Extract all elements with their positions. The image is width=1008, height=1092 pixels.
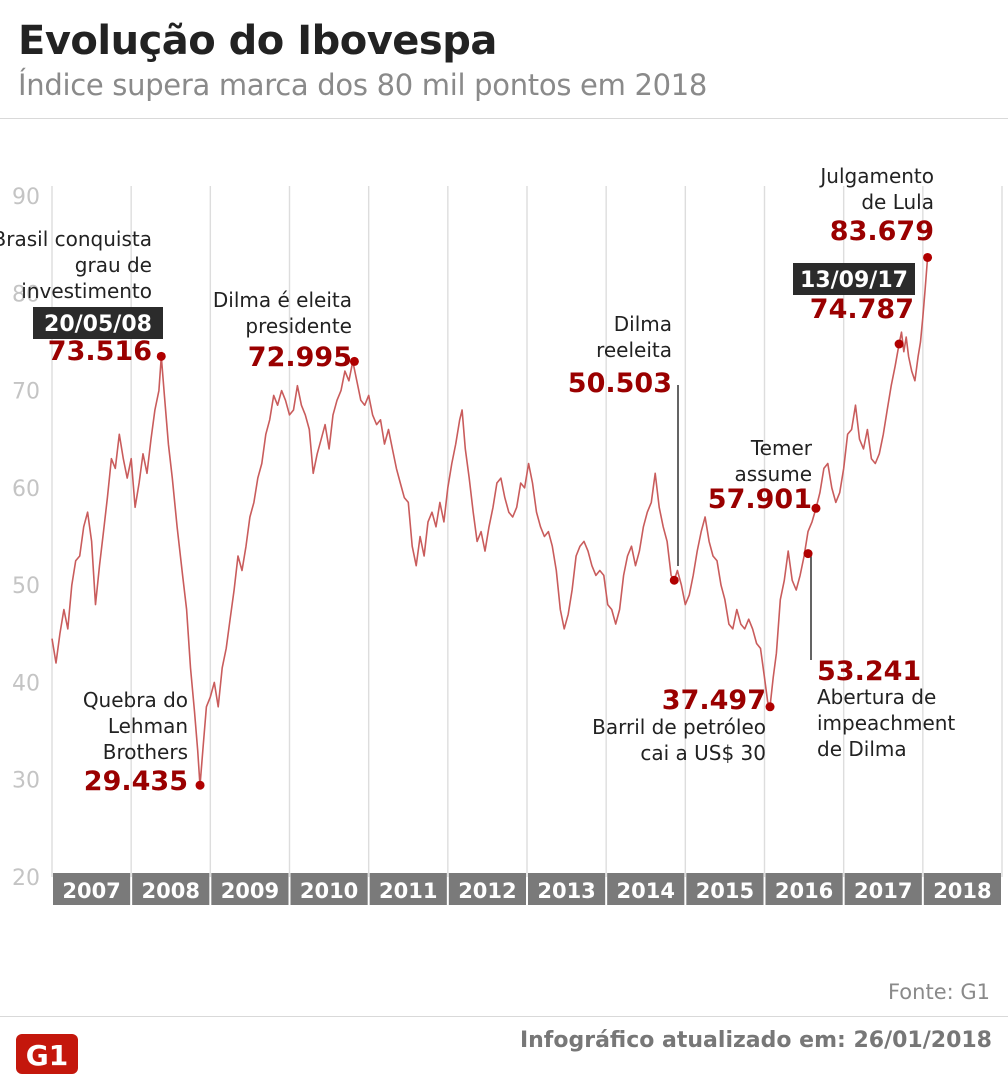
- annotation-value: 53.241: [817, 656, 921, 687]
- x-tick-label: 2009: [221, 879, 279, 903]
- y-tick-label: 20: [12, 866, 40, 891]
- annotation-label: presidente: [245, 314, 352, 338]
- annotation-label: impeachment: [817, 711, 955, 735]
- g1-logo: G1: [16, 1034, 78, 1074]
- year-band: [211, 873, 289, 905]
- annotation-label: Brasil conquista: [0, 227, 152, 251]
- year-band: [448, 873, 526, 905]
- year-band: [528, 873, 606, 905]
- y-tick-label: 70: [12, 380, 40, 405]
- annotation-marker: [156, 351, 166, 361]
- annotation-label: Brothers: [103, 740, 188, 764]
- annotation-label: de Dilma: [817, 737, 907, 761]
- y-tick-label: 60: [12, 477, 40, 502]
- annotation-label: Quebra do: [83, 688, 188, 712]
- y-tick-label: 80: [12, 282, 40, 307]
- annotation-label: grau de: [75, 253, 152, 277]
- annotation-marker: [894, 339, 904, 349]
- annotation-label: de Lula: [861, 190, 934, 214]
- annotation-label: Dilma: [614, 312, 672, 336]
- annotation-label: Barril de petróleo: [592, 715, 766, 739]
- x-tick-label: 2010: [300, 879, 358, 903]
- y-tick-label: 30: [12, 769, 40, 794]
- annotation-label: reeleita: [596, 338, 672, 362]
- year-band: [369, 873, 447, 905]
- source-label: Fonte: G1: [887, 980, 990, 1004]
- chart-title: Evolução do Ibovespa: [18, 18, 497, 64]
- annotation-date: 13/09/17: [800, 268, 908, 293]
- logo-text: G1: [26, 1039, 68, 1072]
- annotation-value: 37.497: [662, 685, 766, 716]
- x-tick-label: 2016: [775, 879, 833, 903]
- x-tick-label: 2011: [379, 879, 437, 903]
- y-tick-label: 50: [12, 574, 40, 599]
- annotation-value: 73.516: [48, 336, 152, 367]
- chart-subtitle: Índice supera marca dos 80 mil pontos em…: [18, 68, 708, 102]
- x-tick-label: 2018: [933, 879, 991, 903]
- annotation-value: 72.995: [248, 342, 352, 373]
- date-box: [33, 307, 163, 339]
- year-band: [53, 873, 131, 905]
- annotation-value: 57.901: [708, 484, 812, 515]
- x-tick-label: 2012: [458, 879, 516, 903]
- year-band: [844, 873, 922, 905]
- header-divider: [0, 118, 1008, 119]
- x-tick-label: 2015: [696, 879, 754, 903]
- x-tick-label: 2014: [617, 879, 675, 903]
- year-band: [607, 873, 685, 905]
- y-tick-label: 40: [12, 671, 40, 696]
- year-band: [923, 873, 1001, 905]
- updated-note: Infográfico atualizado em: 26/01/2018: [519, 1028, 992, 1053]
- year-band: [132, 873, 210, 905]
- x-tick-label: 2008: [142, 879, 200, 903]
- annotation-label: Dilma é eleita: [213, 288, 352, 312]
- annotation-value: 50.503: [568, 368, 672, 399]
- annotation-label: investimento: [21, 279, 152, 303]
- annotation-label: Temer: [750, 436, 813, 460]
- date-box: [793, 263, 915, 295]
- annotation-label: Lehman: [108, 714, 188, 738]
- annotation-date: 20/05/08: [44, 312, 152, 337]
- year-band: [290, 873, 368, 905]
- year-band: [765, 873, 843, 905]
- footer-divider: [0, 1016, 1008, 1017]
- annotation-label: Julgamento: [818, 164, 934, 188]
- annotation-marker: [349, 356, 359, 366]
- ibovespa-line-chart: 20 30 40 50 60 70 80 90 2007 2008 2009 2010 2011 201…: [0, 164, 1003, 905]
- x-tick-label: 2007: [62, 879, 120, 903]
- annotation-marker: [803, 549, 813, 559]
- x-tick-label: 2017: [854, 879, 912, 903]
- annotation-label: Abertura de: [817, 685, 936, 709]
- x-tick-label: 2013: [537, 879, 595, 903]
- annotation-marker: [669, 575, 679, 585]
- annotation-marker: [923, 252, 933, 262]
- annotation-value: 83.679: [830, 216, 934, 247]
- annotation-marker: [195, 780, 205, 790]
- y-tick-label: 90: [12, 185, 40, 210]
- year-band: [686, 873, 764, 905]
- annotation-marker: [765, 702, 775, 712]
- annotation-value: 29.435: [84, 766, 188, 797]
- annotation-value: 74.787: [810, 294, 914, 325]
- annotation-label: assume: [734, 462, 812, 486]
- annotation-marker: [811, 503, 821, 513]
- annotation-label: cai a US$ 30: [640, 741, 766, 765]
